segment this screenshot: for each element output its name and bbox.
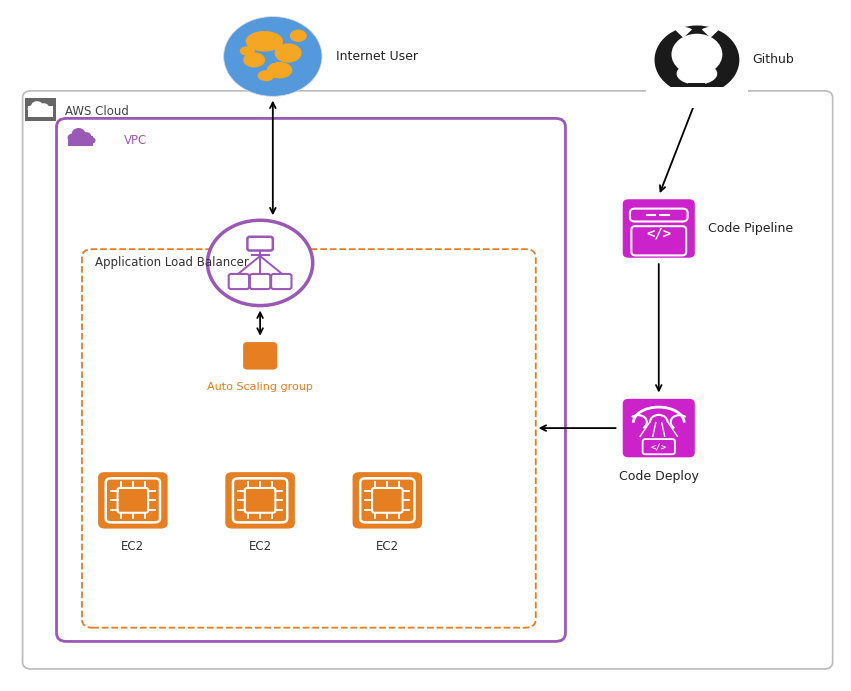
Ellipse shape — [246, 31, 283, 52]
FancyBboxPatch shape — [646, 88, 748, 108]
Wedge shape — [675, 27, 692, 38]
Circle shape — [208, 220, 312, 305]
Circle shape — [671, 34, 722, 75]
Circle shape — [654, 26, 740, 94]
FancyBboxPatch shape — [248, 237, 273, 251]
Ellipse shape — [267, 62, 293, 79]
FancyBboxPatch shape — [623, 399, 694, 457]
Circle shape — [224, 17, 322, 96]
FancyBboxPatch shape — [226, 472, 295, 529]
Text: Github: Github — [752, 53, 794, 66]
FancyBboxPatch shape — [623, 199, 694, 258]
FancyBboxPatch shape — [67, 136, 93, 146]
Text: </>: </> — [646, 226, 671, 240]
Text: EC2: EC2 — [376, 540, 399, 553]
FancyBboxPatch shape — [229, 274, 249, 289]
FancyBboxPatch shape — [26, 97, 55, 121]
Circle shape — [31, 101, 43, 111]
Circle shape — [44, 106, 53, 113]
Text: EC2: EC2 — [122, 540, 145, 553]
Text: Code Pipeline: Code Pipeline — [707, 222, 792, 235]
Circle shape — [71, 128, 85, 139]
Text: Application Load Balancer: Application Load Balancer — [94, 256, 248, 269]
Text: </>: </> — [651, 442, 667, 451]
Ellipse shape — [240, 46, 255, 56]
Ellipse shape — [290, 30, 306, 42]
Text: AWS Cloud: AWS Cloud — [65, 104, 129, 117]
Text: Code Deploy: Code Deploy — [619, 470, 699, 483]
Text: VPC: VPC — [124, 133, 147, 146]
Text: Auto Scaling group: Auto Scaling group — [207, 382, 313, 392]
Ellipse shape — [275, 44, 301, 63]
Ellipse shape — [243, 53, 266, 68]
Circle shape — [87, 137, 95, 144]
FancyBboxPatch shape — [243, 342, 277, 370]
Text: EC2: EC2 — [248, 540, 271, 553]
Text: Internet User: Internet User — [336, 50, 419, 63]
FancyBboxPatch shape — [28, 106, 53, 117]
Circle shape — [28, 105, 36, 112]
Ellipse shape — [677, 63, 717, 85]
FancyBboxPatch shape — [352, 472, 422, 529]
Circle shape — [67, 133, 77, 142]
Wedge shape — [702, 27, 719, 38]
FancyBboxPatch shape — [271, 274, 292, 289]
Circle shape — [81, 132, 91, 140]
Ellipse shape — [258, 70, 275, 82]
FancyBboxPatch shape — [250, 274, 271, 289]
Circle shape — [38, 103, 49, 111]
FancyBboxPatch shape — [98, 472, 168, 529]
FancyBboxPatch shape — [688, 84, 705, 95]
